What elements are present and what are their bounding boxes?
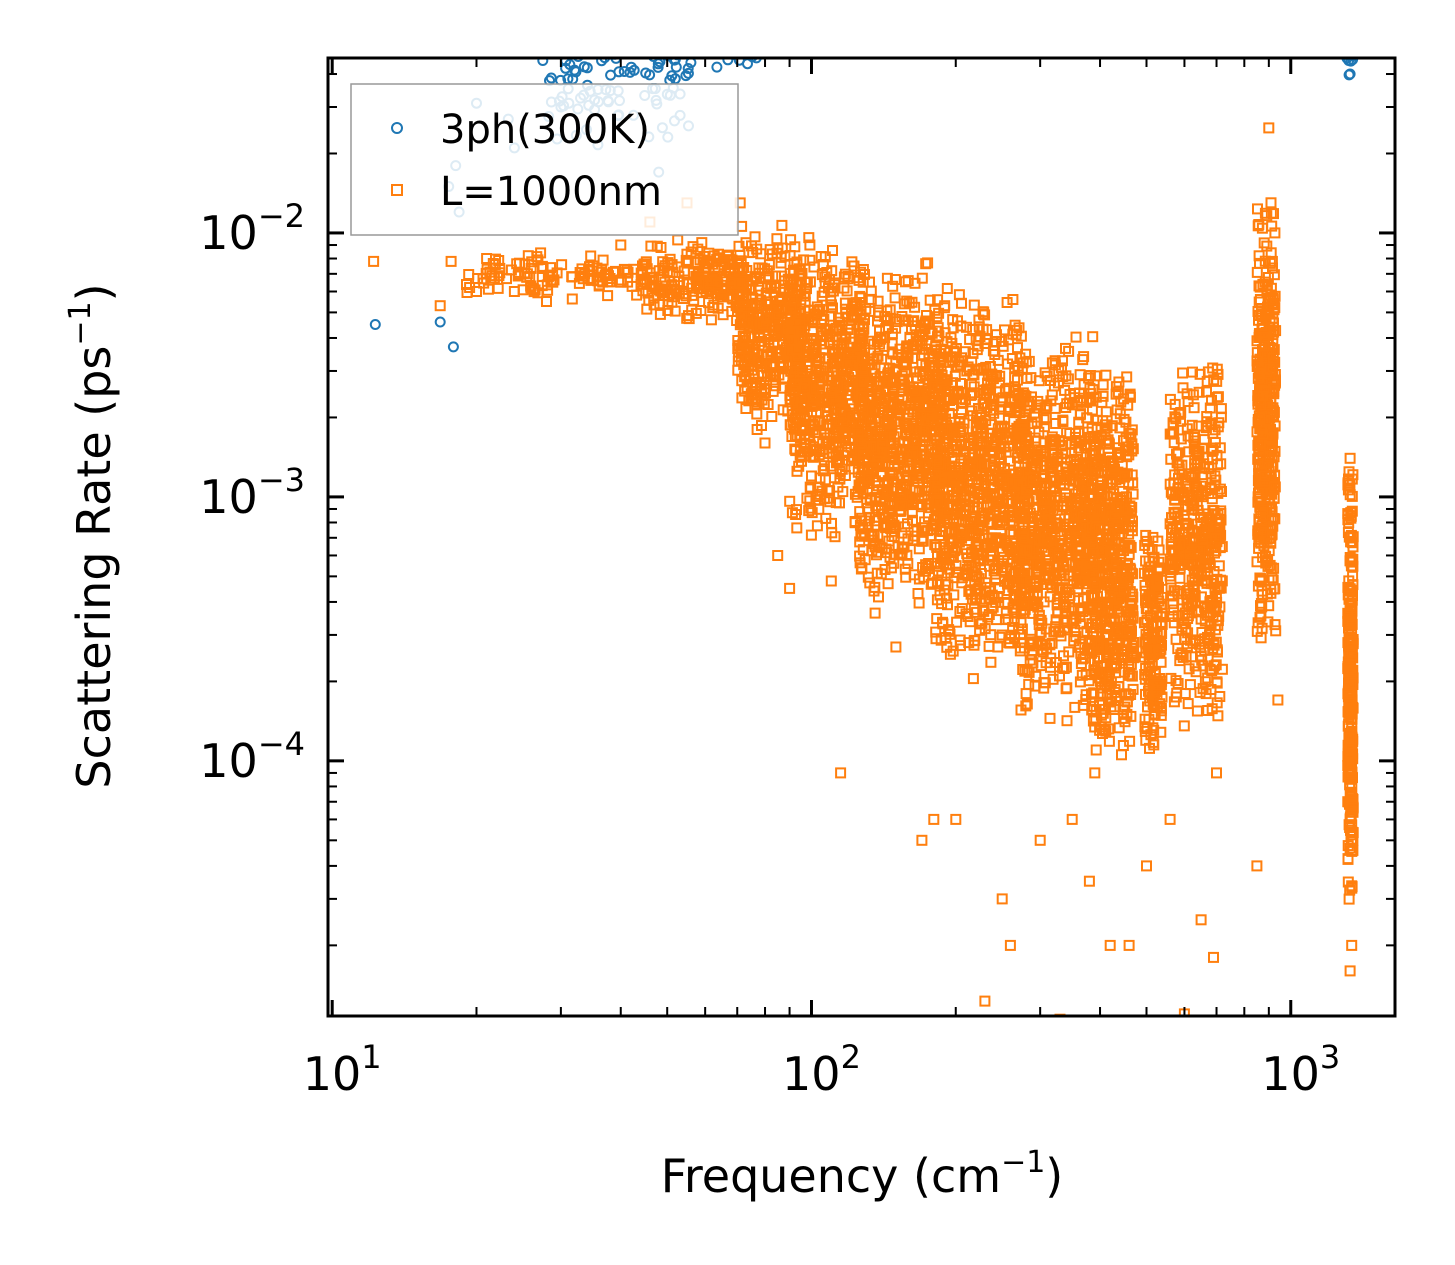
scattering-rate-chart: 10110210310010−110−210−310−4 3ph(300K)L=… bbox=[0, 0, 1455, 1265]
